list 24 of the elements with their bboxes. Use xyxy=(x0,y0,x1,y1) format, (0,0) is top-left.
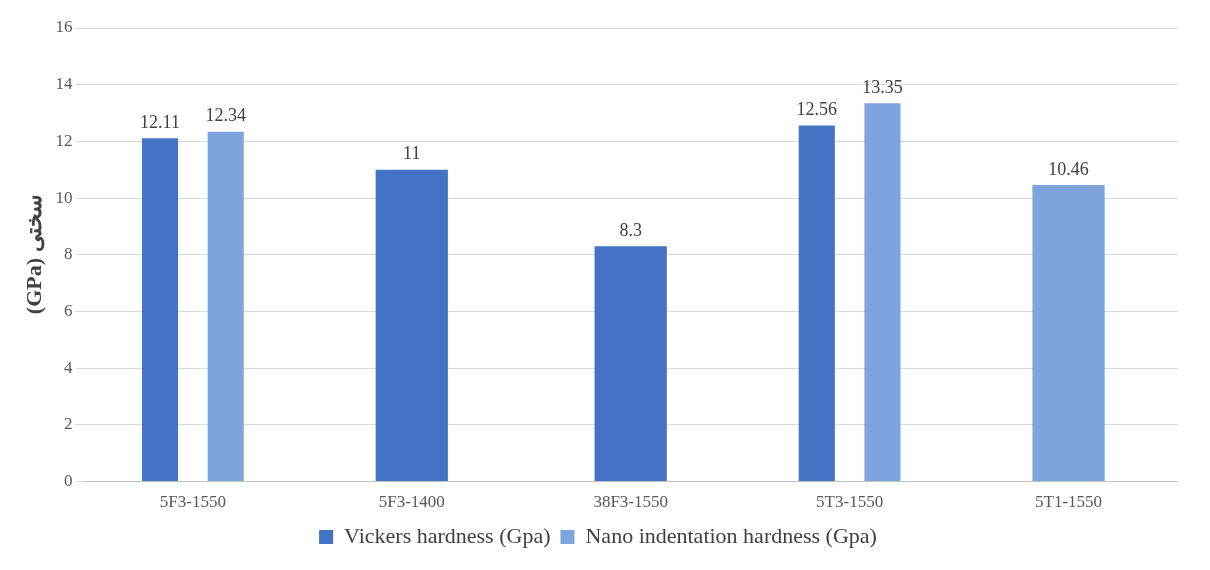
data-label: 10.46 xyxy=(1048,158,1089,179)
x-tick-label: 5F3-1400 xyxy=(378,492,445,512)
y-tick-label: 6 xyxy=(63,300,73,320)
x-tick-label: 5T1-1550 xyxy=(1035,492,1103,512)
y-tick-label: 10 xyxy=(55,187,73,207)
data-label: 11 xyxy=(403,143,421,164)
y-tick-label: 0 xyxy=(63,471,73,491)
y-tick-label: 14 xyxy=(55,74,73,94)
legend-label: Nano indentation hardness (Gpa) xyxy=(585,522,877,548)
x-tick-label: 38F3-1550 xyxy=(593,492,669,512)
y-axis-title: (GPa) سختی xyxy=(20,195,46,315)
data-label: 12.34 xyxy=(205,105,246,126)
data-label: 12.56 xyxy=(796,99,838,120)
data-label: 13.35 xyxy=(862,76,903,97)
y-tick-label: 8 xyxy=(63,244,73,264)
data-label: 8.3 xyxy=(619,220,642,241)
x-tick-label: 5F3-1550 xyxy=(159,492,226,512)
legend-label: Vickers hardness (Gpa) xyxy=(344,522,551,548)
y-tick-label: 12 xyxy=(55,130,73,150)
y-tick-label: 4 xyxy=(63,357,73,377)
data-label: 12.11 xyxy=(140,112,180,133)
y-tick-label: 2 xyxy=(63,414,73,434)
y-tick-label: 16 xyxy=(55,17,73,37)
x-tick-label: 5T3-1550 xyxy=(816,492,884,512)
